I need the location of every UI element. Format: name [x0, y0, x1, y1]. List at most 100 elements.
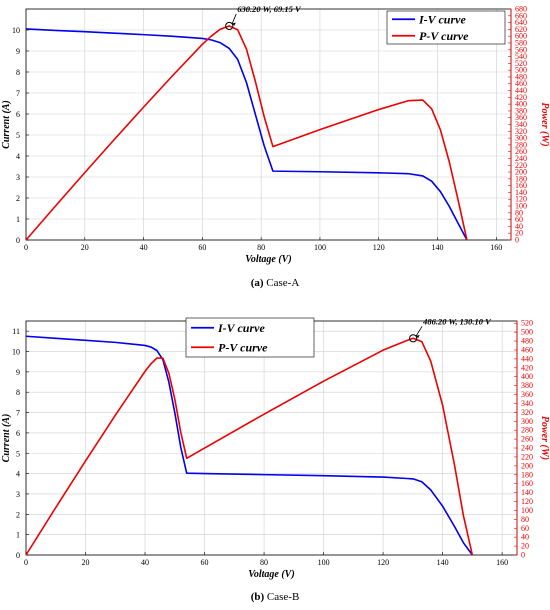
y-right-tick-label: 600	[515, 32, 527, 41]
caption-prefix: (a)	[251, 277, 264, 289]
y-right-tick-label: 400	[515, 100, 527, 109]
y-right-tick-label: 380	[515, 106, 527, 115]
y-left-tick-label: 7	[16, 409, 20, 418]
x-tick-label: 120	[377, 558, 389, 567]
x-tick-label: 40	[141, 558, 149, 567]
x-tick-label: 60	[201, 558, 209, 567]
y-right-tick-label: 520	[515, 59, 527, 68]
y-right-axis-label: Power (W)	[539, 102, 550, 146]
legend-box	[185, 317, 315, 358]
y-right-tick-label: 580	[515, 38, 527, 47]
y-right-tick-label: 620	[515, 25, 527, 34]
y-left-tick-label: 4	[16, 470, 20, 479]
legend: I-V curve P-V curve	[185, 317, 315, 358]
y-right-tick-label: 280	[515, 140, 527, 149]
y-right-tick-label: 0	[515, 236, 519, 245]
x-tick-label: 160	[490, 243, 502, 252]
y-right-tick-label: 40	[515, 222, 523, 231]
y-right-tick-label: 520	[521, 319, 533, 328]
y-right-tick-label: 220	[515, 161, 527, 170]
y-left-tick-label: 11	[12, 327, 20, 336]
figure-caption: (b) Case-B	[251, 591, 300, 603]
y-left-tick-label: 0	[16, 236, 20, 245]
x-tick-label: 80	[257, 243, 265, 252]
y-right-tick-label: 440	[515, 86, 527, 95]
legend-label: P-V curve	[218, 340, 268, 354]
y-right-tick-label: 240	[521, 444, 533, 453]
y-right-tick-label: 20	[521, 542, 529, 551]
y-right-tick-label: 660	[515, 11, 527, 20]
series-line-i-v-curve	[25, 335, 474, 556]
mpp-annotation-label: 630.20 W, 69.15 V	[237, 4, 302, 14]
y-left-tick-label: 6	[16, 110, 20, 119]
y-left-tick-label: 3	[16, 173, 20, 182]
caption-text: Case-B	[264, 591, 299, 603]
y-right-tick-label: 500	[521, 328, 533, 337]
y-right-tick-label: 80	[521, 515, 529, 524]
y-left-tick-label: 5	[16, 131, 20, 140]
y-right-axis-label: Power (W)	[539, 416, 550, 460]
x-axis-label: Voltage (V)	[248, 569, 294, 580]
chart-case-a: 0 20 40 60 80 100 120 140 1600123456789100204060…	[1, 4, 550, 289]
y-right-tick-label: 540	[515, 52, 527, 61]
y-left-tick-label: 10	[12, 26, 20, 35]
y-left-axis-label: Current (A)	[1, 100, 12, 149]
y-right-tick-label: 260	[521, 435, 533, 444]
legend-label: I-V curve	[217, 321, 265, 335]
y-right-tick-label: 560	[515, 45, 527, 54]
y-right-tick-label: 240	[515, 154, 527, 163]
x-tick-label: 120	[373, 243, 385, 252]
y-left-tick-label: 9	[16, 368, 20, 377]
y-right-tick-label: 460	[515, 79, 527, 88]
y-right-tick-label: 100	[521, 506, 533, 515]
y-right-tick-label: 500	[515, 66, 527, 75]
y-right-tick-label: 220	[521, 452, 533, 461]
y-right-tick-label: 480	[521, 337, 533, 346]
y-right-tick-label: 340	[521, 399, 533, 408]
y-right-tick-label: 140	[515, 188, 527, 197]
caption-text: Case-A	[264, 277, 300, 289]
y-right-tick-label: 480	[515, 72, 527, 81]
y-right-tick-label: 180	[515, 174, 527, 183]
y-left-axis-label: Current (A)	[1, 414, 12, 463]
y-right-tick-label: 40	[521, 533, 529, 542]
legend-label: P-V curve	[419, 29, 469, 43]
x-tick-label: 60	[198, 243, 206, 252]
y-right-tick-label: 120	[515, 195, 527, 204]
y-right-tick-label: 200	[521, 461, 533, 470]
x-tick-label: 80	[260, 558, 268, 567]
y-left-tick-label: 9	[16, 47, 20, 56]
x-tick-label: 140	[437, 558, 449, 567]
y-right-tick-label: 180	[521, 470, 533, 479]
y-right-tick-label: 300	[521, 417, 533, 426]
legend: I-V curve P-V curve	[386, 10, 506, 45]
y-right-tick-label: 320	[521, 408, 533, 417]
x-tick-label: 40	[140, 243, 148, 252]
y-right-tick-label: 140	[521, 488, 533, 497]
y-right-tick-label: 120	[521, 497, 533, 506]
legend-box	[386, 10, 506, 45]
y-right-tick-label: 420	[515, 93, 527, 102]
y-right-tick-label: 380	[521, 381, 533, 390]
caption-prefix: (b)	[251, 591, 265, 603]
mpp-arrow-head	[416, 334, 420, 339]
y-right-tick-label: 460	[521, 345, 533, 354]
y-right-tick-label: 60	[521, 524, 529, 533]
y-left-tick-label: 7	[16, 89, 20, 98]
y-left-tick-label: 8	[16, 388, 20, 397]
y-left-tick-label: 5	[16, 449, 20, 458]
y-left-tick-label: 0	[16, 551, 20, 560]
y-right-tick-label: 100	[515, 202, 527, 211]
x-tick-label: 160	[496, 558, 508, 567]
x-tick-label: 20	[81, 243, 89, 252]
y-right-tick-label: 160	[515, 181, 527, 190]
y-left-tick-label: 1	[16, 531, 20, 540]
y-right-tick-label: 320	[515, 127, 527, 136]
mpp-annotation-label: 486.20 W, 130.10 V	[422, 316, 492, 326]
y-left-tick-label: 10	[12, 348, 20, 357]
mpp-marker	[225, 21, 234, 31]
mpp-marker	[409, 334, 418, 343]
series-line-p-v-curve	[25, 337, 474, 556]
y-left-tick-label: 2	[16, 510, 20, 519]
